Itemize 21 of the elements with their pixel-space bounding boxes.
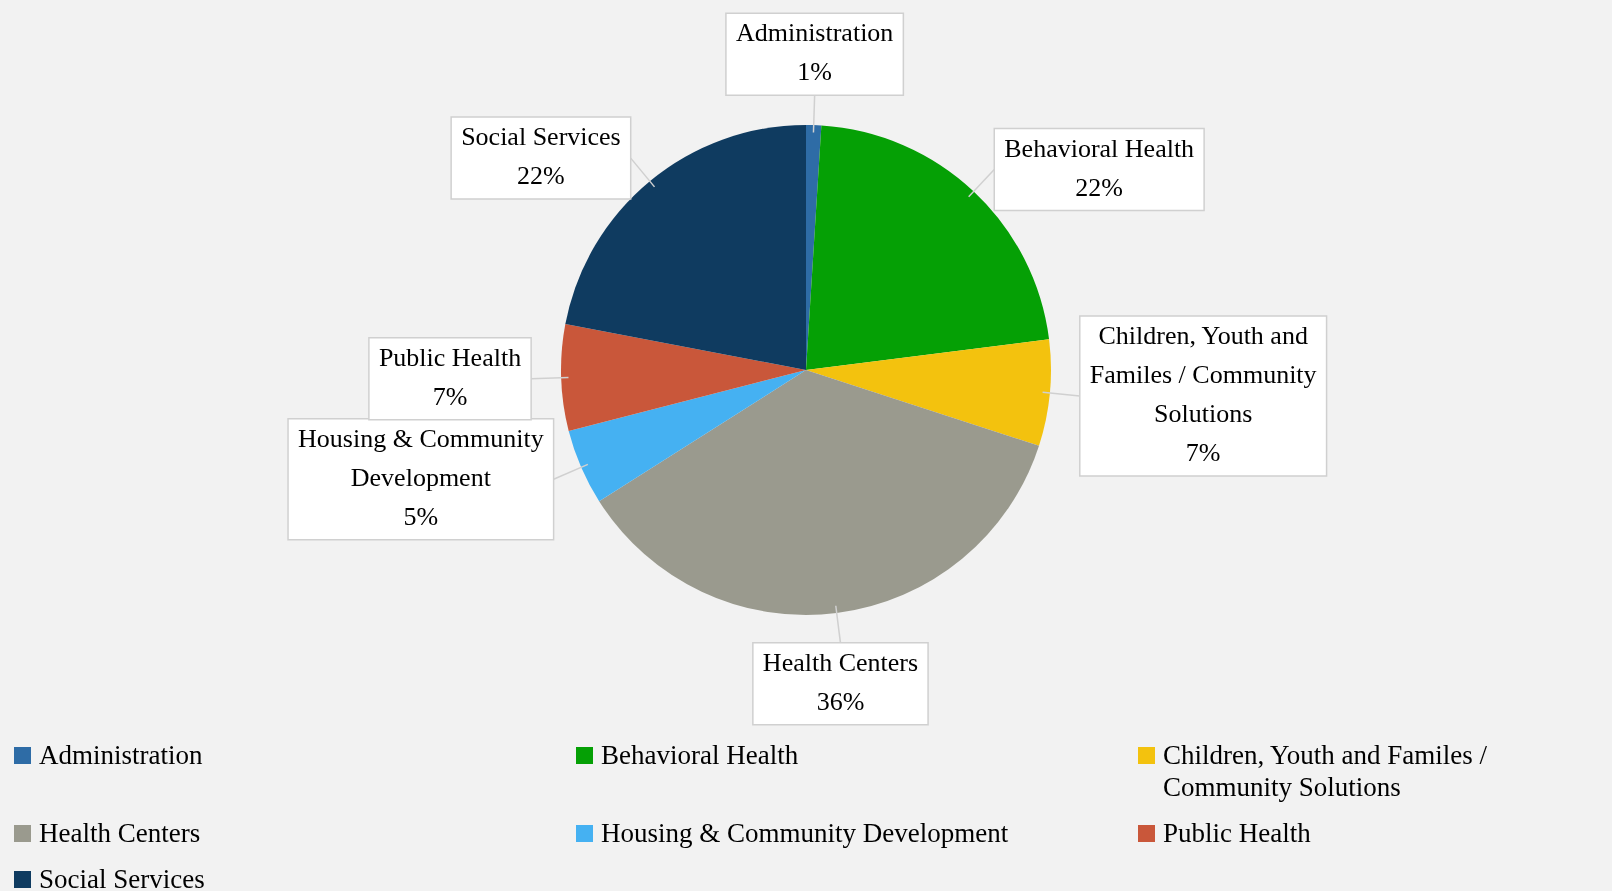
data-label: 5%: [403, 502, 439, 532]
data-label: 36%: [816, 687, 865, 717]
data-label: 22%: [1075, 172, 1124, 202]
data-label: 7%: [432, 381, 468, 411]
legend-label: Public Health: [1163, 817, 1311, 849]
data-label: 22%: [517, 161, 565, 191]
legend-label: Social Services: [39, 863, 205, 891]
legend-label: Children, Youth and Familes / Community Solutions: [1163, 739, 1488, 803]
slice-label: Administration: [735, 18, 894, 48]
legend-label: Health Centers: [39, 817, 201, 849]
legend-label: Administration: [39, 739, 203, 771]
slice-label: Housing & Community Development: [298, 424, 544, 493]
data-label: 7%: [1185, 438, 1221, 468]
slice-label: Health Centers: [762, 648, 919, 678]
slice-label: Social Services: [461, 122, 621, 152]
slice-label: Behavioral Health: [1004, 133, 1195, 163]
data-label: 1%: [797, 57, 832, 87]
slice-label: Public Health: [378, 342, 522, 372]
legend-label: Behavioral Health: [601, 739, 799, 771]
slice-label: Children, Youth and Familes / Community Solutions: [1089, 321, 1317, 429]
legend-label: Housing & Community Development: [601, 817, 1009, 849]
